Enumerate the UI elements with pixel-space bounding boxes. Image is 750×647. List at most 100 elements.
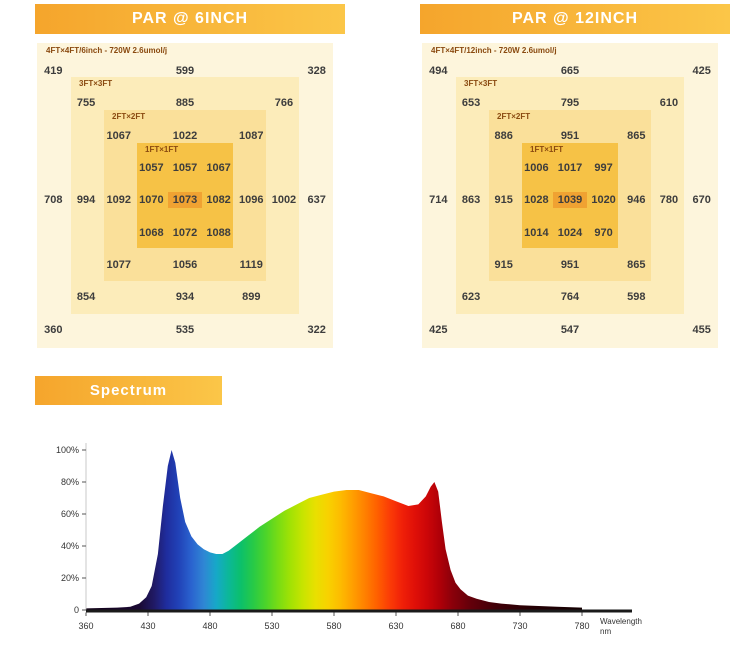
- par-value-cell: [653, 217, 686, 249]
- x-tick-label: 730: [512, 621, 527, 631]
- ring-label-2ft: 2FT×2FT: [112, 112, 146, 121]
- par-value-cell: 946: [627, 194, 646, 207]
- par-value-cell: [135, 249, 168, 281]
- par-value-cell: [70, 314, 103, 346]
- par-value-cell: [685, 249, 718, 281]
- par-value-cell: 653: [461, 97, 481, 110]
- par-value-cell: [300, 87, 333, 119]
- par-value-cell: 915: [494, 259, 513, 272]
- par-value-cell: 1057: [139, 162, 164, 175]
- x-tick-label: 360: [78, 621, 93, 631]
- par-value-cell: [455, 152, 488, 184]
- par-value-cell: [520, 87, 553, 119]
- par-value-cell: 1014: [524, 226, 549, 239]
- par-value-cell: 1002: [271, 194, 297, 207]
- par-value-cell: [487, 314, 520, 346]
- par-value-cell: [37, 249, 70, 281]
- par-value-cell: [587, 249, 620, 281]
- par-value-cell: [455, 314, 488, 346]
- x-tick-label: 580: [326, 621, 341, 631]
- par-value-cell: 795: [560, 97, 580, 110]
- par-value-cell: [102, 281, 135, 313]
- par-value-cell: [653, 120, 686, 152]
- par-value-cell: [102, 152, 135, 184]
- par-value-cell: 1082: [206, 194, 231, 207]
- par-value-cell: [620, 217, 653, 249]
- par-value-cell: 885: [175, 97, 195, 110]
- par-value-cell: 419: [44, 65, 63, 78]
- par-map-12inch-block: PAR @ 12INCH 4FT×4FT/12inch - 720W 2.6um…: [420, 4, 730, 348]
- par-value-cell: 598: [627, 291, 646, 304]
- par-value-cell: 1028: [524, 194, 549, 207]
- par-value-cell: 865: [627, 259, 646, 272]
- par-value-cell: [653, 55, 686, 87]
- par-value-cell: [37, 120, 70, 152]
- par-value-cell: 994: [76, 194, 96, 207]
- map-title: 4FT×4FT/12inch - 720W 2.6umol/j: [431, 46, 557, 55]
- par-value-cell: [37, 281, 70, 313]
- par-value-cell: [70, 217, 103, 249]
- par-value-cell: [620, 314, 653, 346]
- par-value-cell: [587, 55, 620, 87]
- par-value-cell: 886: [494, 129, 513, 142]
- par-12inch-header: PAR @ 12INCH: [420, 4, 730, 34]
- axis-note: nm: [600, 627, 611, 636]
- par-value-cell: [685, 281, 718, 313]
- par-value-cell: [422, 152, 455, 184]
- par-value-cell: 1077: [106, 259, 131, 272]
- y-tick-label: 40%: [61, 541, 79, 551]
- par-value-cell: 360: [44, 323, 63, 336]
- par-value-cell: 328: [307, 65, 326, 78]
- par-value-cell: 670: [692, 194, 711, 207]
- par-value-cell: [70, 249, 103, 281]
- par-value-cell: [235, 55, 268, 87]
- par-value-cell: 863: [461, 194, 481, 207]
- par-value-cell: 1087: [239, 129, 264, 142]
- par-value-cell: 1067: [206, 162, 231, 175]
- par-value-cell: [202, 281, 235, 313]
- par-value-cell: 1096: [239, 194, 264, 207]
- par-value-cell: [487, 217, 520, 249]
- par-value-cell: 934: [175, 291, 195, 304]
- par-value-cell: [300, 120, 333, 152]
- ring-label-1ft: 1FT×1FT: [145, 145, 179, 154]
- par-value-cell: 1022: [172, 129, 198, 142]
- par-value-cell: [202, 314, 235, 346]
- par-value-cell: 1039: [552, 184, 588, 216]
- par-value-cell: 1017: [557, 162, 583, 175]
- y-tick-label: 100%: [56, 445, 79, 455]
- ring-label-1ft: 1FT×1FT: [530, 145, 564, 154]
- par-value-cell: [70, 120, 103, 152]
- par-value-cell: [520, 55, 553, 87]
- par-value-cell: [202, 55, 235, 87]
- par-value-cell: 322: [307, 323, 326, 336]
- par-value-cell: [620, 87, 653, 119]
- par-map-6inch: 4FT×4FT/6inch - 720W 2.6umol/j 3FT×3FT 2…: [37, 43, 333, 348]
- par-value-cell: [455, 217, 488, 249]
- par-maps-row: PAR @ 6INCH 4FT×4FT/6inch - 720W 2.6umol…: [35, 4, 730, 348]
- par-value-cell: [135, 314, 168, 346]
- axis-note: Wavelength: [600, 617, 642, 626]
- par-value-cell: 599: [175, 65, 195, 78]
- par-value-cell: [300, 152, 333, 184]
- par-value-cell: 865: [627, 129, 646, 142]
- par-value-cell: [653, 314, 686, 346]
- par-value-cell: [37, 152, 70, 184]
- par-value-cell: [455, 249, 488, 281]
- y-tick-label: 60%: [61, 509, 79, 519]
- par-value-cell: [300, 217, 333, 249]
- par-value-cell: [135, 55, 168, 87]
- par-value-cell: [653, 281, 686, 313]
- par-value-cell: 915: [494, 194, 513, 207]
- ring-label-3ft: 3FT×3FT: [79, 79, 113, 88]
- par-value-cell: [300, 281, 333, 313]
- par-value-cell: [135, 281, 168, 313]
- par-grid-12inch: 494 665 425 653 795 610 886 951 865 1006 1017 997 71…: [422, 55, 718, 346]
- par-value-cell: [300, 249, 333, 281]
- map-title: 4FT×4FT/6inch - 720W 2.6umol/j: [46, 46, 168, 55]
- ring-label-2ft: 2FT×2FT: [497, 112, 531, 121]
- par-value-cell: 899: [242, 291, 261, 304]
- par-value-cell: [620, 55, 653, 87]
- x-tick-label: 780: [574, 621, 589, 631]
- par-value-cell: [422, 87, 455, 119]
